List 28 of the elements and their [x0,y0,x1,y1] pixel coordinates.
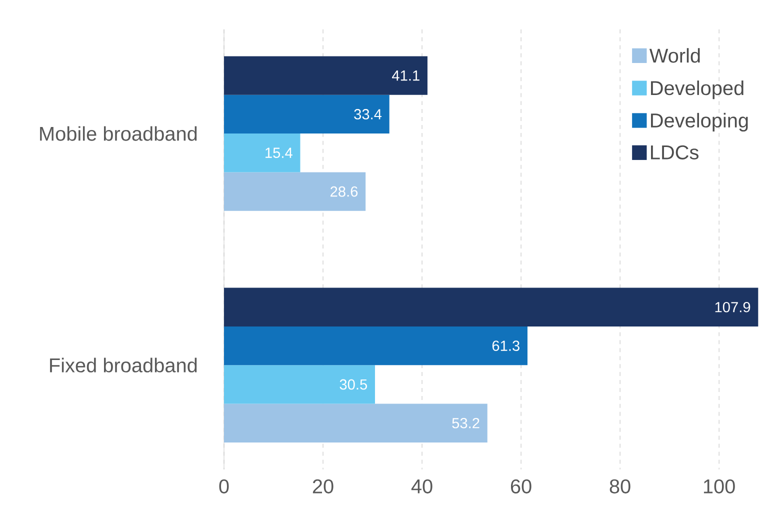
x-tick-label: 100 [704,480,735,494]
bar [224,172,366,212]
y-tick-label: Fixed broadband [50,358,197,373]
data-label: 107.9 [715,302,750,312]
bar [224,326,528,366]
y-tick-label: Mobile broadband [40,126,197,142]
x-tick-label: 20 [312,480,334,494]
bar [224,134,300,172]
data-label: 28.6 [330,186,358,197]
bar [224,95,390,134]
legend-label: World [649,48,700,63]
x-tick-label: 40 [411,480,432,494]
data-label: 53.2 [452,418,480,428]
legend-label: Developing [651,113,748,132]
bar [224,404,488,443]
legend-label: LDCs [651,146,698,160]
x-tick-label: 0 [219,480,229,494]
data-label: 15.4 [266,148,292,158]
legend-label: Developed [651,80,744,100]
data-label: 41.1 [392,70,420,81]
data-label: 33.4 [354,109,382,120]
bar [224,288,758,327]
x-tick-label: 60 [510,480,532,494]
bar [224,56,428,96]
x-tick-label: 80 [610,480,630,494]
data-label: 30.5 [340,379,368,390]
bar [224,365,375,404]
data-label: 61.3 [492,340,520,352]
